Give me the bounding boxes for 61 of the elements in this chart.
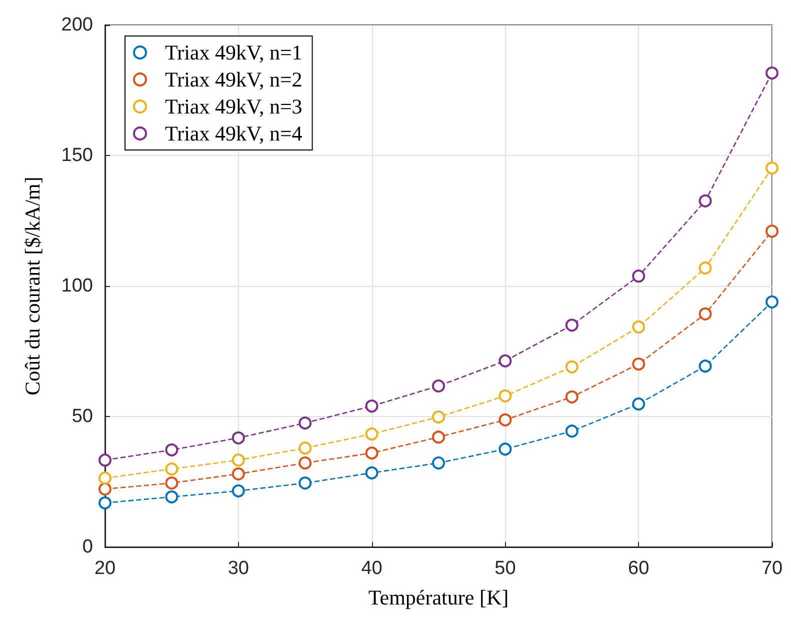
y-tick-label: 150 bbox=[61, 145, 93, 166]
point bbox=[766, 224, 778, 238]
legend-label: Triax 49kV, n=1 bbox=[165, 40, 302, 64]
y-tick-label: 50 bbox=[72, 406, 93, 427]
point bbox=[365, 446, 378, 460]
point bbox=[432, 379, 445, 392]
point bbox=[298, 456, 312, 470]
point bbox=[766, 295, 778, 308]
point bbox=[165, 462, 178, 476]
point bbox=[766, 66, 778, 80]
x-axis-title: Température [K] bbox=[368, 586, 509, 610]
legend-label: Triax 49kV, n=4 bbox=[165, 122, 303, 146]
y-tick-label: 200 bbox=[61, 14, 93, 36]
x-tick-label: 20 bbox=[94, 558, 116, 579]
point bbox=[698, 194, 712, 208]
y-tick-label: 0 bbox=[82, 536, 93, 558]
point bbox=[98, 496, 112, 510]
x-tick-label: 60 bbox=[628, 558, 650, 579]
point bbox=[98, 472, 112, 485]
point bbox=[632, 320, 646, 334]
point bbox=[165, 476, 178, 490]
x-tick-label: 70 bbox=[761, 558, 783, 579]
point bbox=[232, 454, 245, 467]
point bbox=[498, 413, 512, 426]
point bbox=[698, 307, 712, 320]
y-tick-label: 100 bbox=[61, 276, 93, 296]
point bbox=[766, 162, 778, 175]
point bbox=[165, 490, 178, 504]
point bbox=[498, 442, 512, 456]
point bbox=[365, 427, 378, 440]
point bbox=[565, 318, 578, 332]
point bbox=[698, 261, 712, 274]
point bbox=[365, 466, 378, 480]
point bbox=[98, 482, 112, 496]
point bbox=[498, 354, 512, 368]
y-axis-title: Coût du courant [$/kA/m] bbox=[20, 176, 44, 396]
point bbox=[365, 400, 378, 413]
x-tick-label: 30 bbox=[228, 558, 249, 579]
point bbox=[632, 397, 646, 410]
point bbox=[432, 456, 445, 470]
x-tick-label: 40 bbox=[361, 558, 382, 579]
point bbox=[232, 431, 245, 444]
point bbox=[232, 484, 245, 498]
point bbox=[632, 270, 646, 283]
x-tick-label: 50 bbox=[494, 558, 516, 579]
point bbox=[432, 410, 445, 424]
point bbox=[498, 389, 512, 402]
point bbox=[632, 358, 646, 371]
legend-label: Triax 49kV, n=2 bbox=[165, 68, 302, 92]
legend-label: Triax 49kV, n=3 bbox=[165, 94, 302, 118]
point bbox=[298, 416, 312, 430]
point bbox=[432, 430, 445, 444]
point bbox=[565, 360, 578, 374]
point bbox=[565, 424, 578, 438]
point bbox=[298, 476, 312, 490]
point bbox=[698, 360, 712, 373]
point bbox=[232, 467, 245, 480]
point bbox=[98, 454, 112, 467]
point bbox=[298, 442, 312, 455]
point bbox=[165, 443, 178, 456]
point bbox=[565, 390, 578, 404]
